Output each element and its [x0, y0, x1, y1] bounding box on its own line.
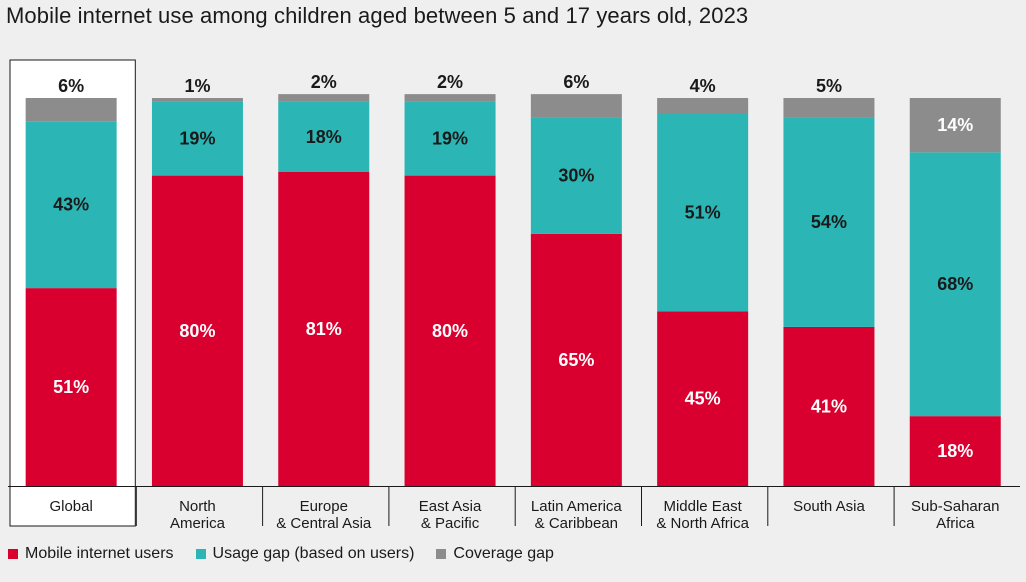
data-label-coverage-gap-north-america: 1% [184, 76, 210, 96]
bar-usage-gap-based-on-users-latin-america-caribbean [530, 117, 622, 234]
category-label-middle-east-north-africa: Middle East [663, 498, 742, 515]
data-label-usage-gap-based-on-users-east-asia-pacific: 19% [432, 129, 468, 149]
data-label-mobile-internet-users-east-asia-pacific: 80% [432, 321, 468, 341]
category-label-global: Global [49, 498, 92, 515]
data-label-mobile-internet-users-middle-east-north-africa: 45% [685, 389, 721, 409]
data-label-usage-gap-based-on-users-europe-central-asia: 18% [306, 127, 342, 147]
bar-coverage-gap-north-america [151, 98, 243, 102]
bar-mobile-internet-users-middle-east-north-africa [657, 311, 749, 486]
category-label-south-asia: South Asia [793, 498, 865, 515]
category-label-north-america: North [179, 498, 216, 515]
data-label-coverage-gap-latin-america-caribbean: 6% [563, 72, 589, 92]
bar-mobile-internet-users-north-america [151, 175, 243, 486]
bar-usage-gap-based-on-users-south-asia [783, 117, 875, 327]
legend-item-coverage-gap: Coverage gap [436, 545, 554, 563]
bar-mobile-internet-users-south-asia [783, 326, 875, 486]
data-label-usage-gap-based-on-users-middle-east-north-africa: 51% [685, 202, 721, 222]
bar-coverage-gap-sub-saharan-africa [909, 98, 1001, 153]
data-label-mobile-internet-users-north-america: 80% [179, 321, 215, 341]
bar-usage-gap-based-on-users-middle-east-north-africa [657, 113, 749, 312]
data-label-coverage-gap-east-asia-pacific: 2% [437, 72, 463, 92]
data-label-usage-gap-based-on-users-global: 43% [53, 195, 89, 215]
legend-label-usage-gap: Usage gap (based on users) [212, 545, 415, 562]
category-label-sub-saharan-africa-line2: Africa [936, 515, 975, 532]
category-label-latin-america-caribbean-line2: & Caribbean [535, 515, 618, 532]
category-label-east-asia-pacific-line2: & Pacific [421, 515, 480, 532]
category-label-europe-central-asia: Europe [300, 498, 348, 515]
bar-mobile-internet-users-east-asia-pacific [404, 175, 496, 486]
legend-item-usage-gap: Usage gap (based on users) [195, 545, 415, 563]
bar-mobile-internet-users-latin-america-caribbean [530, 233, 622, 486]
data-label-mobile-internet-users-global: 51% [53, 377, 89, 397]
bar-coverage-gap-europe-central-asia [278, 94, 370, 102]
category-label-east-asia-pacific: East Asia [419, 498, 482, 515]
bar-usage-gap-based-on-users-east-asia-pacific [404, 101, 496, 176]
bar-usage-gap-based-on-users-global [25, 121, 117, 289]
data-label-coverage-gap-sub-saharan-africa: 14% [937, 115, 973, 135]
category-label-europe-central-asia-line2: & Central Asia [276, 515, 372, 532]
legend-label-mobile-users: Mobile internet users [25, 545, 174, 562]
legend-swatch-usage-gap [195, 549, 206, 559]
bar-mobile-internet-users-global [25, 288, 117, 486]
legend-swatch-mobile-users [8, 549, 18, 559]
data-label-mobile-internet-users-south-asia: 41% [811, 396, 847, 416]
category-label-latin-america-caribbean: Latin America [531, 498, 623, 515]
bar-usage-gap-based-on-users-sub-saharan-africa [909, 152, 1001, 417]
data-label-coverage-gap-europe-central-asia: 2% [311, 72, 337, 92]
category-label-sub-saharan-africa: Sub-Saharan [911, 498, 999, 515]
chart-legend: Mobile internet users Usage gap (based o… [8, 545, 576, 563]
legend-label-coverage-gap: Coverage gap [453, 545, 554, 562]
data-label-usage-gap-based-on-users-sub-saharan-africa: 68% [937, 274, 973, 294]
category-label-north-america-line2: America [170, 515, 226, 532]
data-label-usage-gap-based-on-users-north-america: 19% [179, 129, 215, 149]
data-label-coverage-gap-global: 6% [58, 76, 84, 96]
chart-title: Mobile internet use among children aged … [6, 3, 749, 28]
bar-mobile-internet-users-europe-central-asia [278, 171, 370, 486]
data-label-coverage-gap-south-asia: 5% [816, 76, 842, 96]
bar-coverage-gap-latin-america-caribbean [530, 94, 622, 118]
data-label-mobile-internet-users-latin-america-caribbean: 65% [558, 350, 594, 370]
bar-coverage-gap-global [25, 98, 117, 122]
data-label-coverage-gap-middle-east-north-africa: 4% [690, 76, 716, 96]
bar-coverage-gap-east-asia-pacific [404, 94, 496, 102]
data-label-usage-gap-based-on-users-latin-america-caribbean: 30% [558, 166, 594, 186]
bar-coverage-gap-south-asia [783, 98, 875, 118]
data-label-mobile-internet-users-sub-saharan-africa: 18% [937, 441, 973, 461]
bar-mobile-internet-users-sub-saharan-africa [909, 416, 1001, 486]
legend-item-mobile-users: Mobile internet users [8, 545, 174, 563]
bar-usage-gap-based-on-users-north-america [151, 101, 243, 176]
bar-coverage-gap-middle-east-north-africa [657, 98, 749, 114]
category-label-middle-east-north-africa-line2: & North Africa [656, 515, 749, 532]
data-label-usage-gap-based-on-users-south-asia: 54% [811, 212, 847, 232]
bar-usage-gap-based-on-users-europe-central-asia [278, 101, 370, 172]
legend-swatch-coverage-gap [436, 549, 447, 559]
data-label-mobile-internet-users-europe-central-asia: 81% [306, 319, 342, 339]
